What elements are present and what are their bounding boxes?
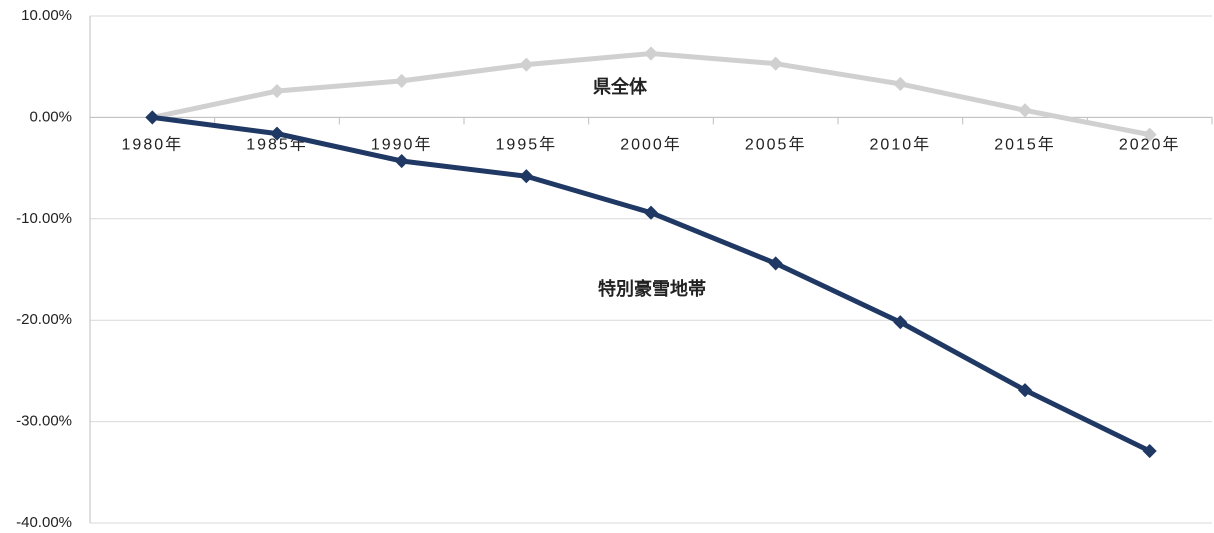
series-line (151, 51, 1151, 138)
x-tick-label: 1980年 (122, 136, 184, 154)
x-tick-label: 1990年 (371, 136, 433, 154)
x-tick-label: 2015年 (994, 136, 1056, 154)
series-label: 特別豪雪地帯 (598, 278, 706, 299)
point (1017, 383, 1033, 398)
point (643, 205, 659, 220)
x-tick-label: 2000年 (620, 136, 682, 154)
point (768, 256, 783, 271)
point (519, 169, 534, 184)
point (394, 153, 409, 169)
y-tick-label: 10.00% (21, 7, 72, 24)
y-tick-label: -40.00% (16, 514, 72, 531)
y-tick-label: -20.00% (16, 311, 72, 328)
point (893, 315, 908, 330)
x-tick-label: 2005年 (745, 136, 807, 154)
point (893, 76, 908, 91)
point (1142, 443, 1157, 459)
point (145, 110, 160, 125)
y-tick-label: 0.00% (29, 108, 72, 125)
point (1017, 103, 1033, 118)
x-tick-label: 1985年 (246, 136, 308, 154)
y-tick-label: -30.00% (16, 413, 72, 430)
point (519, 57, 534, 72)
y-tick-label: -10.00% (16, 210, 72, 227)
point (643, 46, 659, 61)
point (269, 83, 285, 99)
point (269, 126, 285, 141)
series-label: 県全体 (593, 76, 648, 97)
point (394, 73, 409, 88)
point (1142, 127, 1157, 142)
point (768, 56, 783, 71)
x-tick-label: 2010年 (870, 136, 932, 154)
x-tick-label: 1995年 (496, 136, 558, 154)
x-tick-label: 2020年 (1119, 136, 1181, 154)
